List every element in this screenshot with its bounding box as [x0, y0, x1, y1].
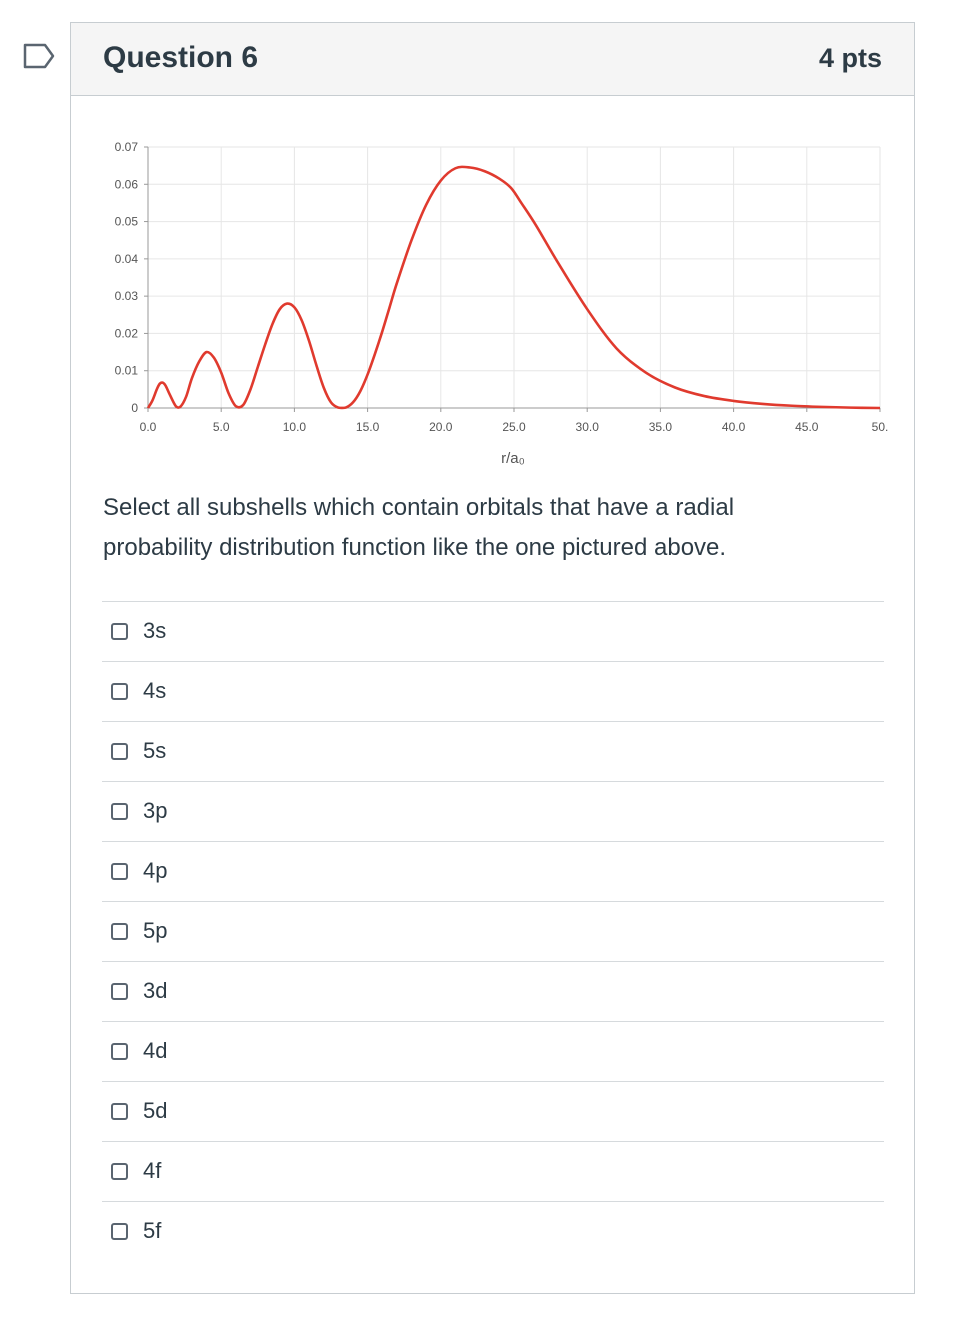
- x-tick-label: 5.0: [213, 420, 230, 434]
- answer-option[interactable]: 5s: [102, 721, 884, 781]
- answer-option[interactable]: 5p: [102, 901, 884, 961]
- answer-label[interactable]: 5s: [143, 738, 167, 763]
- x-tick-label: 25.0: [502, 420, 526, 434]
- x-tick-label: 15.0: [356, 420, 380, 434]
- answer-checkbox[interactable]: [111, 803, 128, 820]
- answer-option[interactable]: 3d: [102, 961, 884, 1021]
- y-tick-label: 0.05: [115, 215, 139, 229]
- answer-checkbox[interactable]: [111, 1043, 128, 1060]
- y-tick-label: 0.02: [115, 326, 139, 340]
- x-tick-label: 45.0: [795, 420, 819, 434]
- answer-checkbox[interactable]: [111, 623, 128, 640]
- answer-option[interactable]: 4p: [102, 841, 884, 901]
- answer-label[interactable]: 4d: [143, 1038, 168, 1063]
- x-tick-label: 30.0: [576, 420, 600, 434]
- y-tick-label: 0.04: [115, 252, 139, 266]
- answer-label[interactable]: 4f: [143, 1158, 162, 1183]
- answer-option[interactable]: 4d: [102, 1021, 884, 1081]
- question-header: Question 6 4 pts: [71, 23, 914, 96]
- y-tick-label: 0.06: [115, 177, 139, 191]
- radial-distribution-chart: 0.0 5.0 10.0 15.0 20.0 25.0 30.0 35.0 40.0 45.0 50…: [115, 140, 889, 467]
- answer-checkbox[interactable]: [111, 1223, 128, 1240]
- answer-checkbox[interactable]: [111, 983, 128, 1000]
- answer-checkbox[interactable]: [111, 1103, 128, 1120]
- answer-label[interactable]: 4p: [143, 858, 168, 883]
- answer-label[interactable]: 3d: [143, 978, 168, 1003]
- chart-points: [147, 167, 881, 409]
- y-tick-label: 0.03: [115, 289, 139, 303]
- answer-checkbox[interactable]: [111, 1163, 128, 1180]
- answer-option[interactable]: 4s: [102, 661, 884, 721]
- x-tick-label: 20.0: [429, 420, 453, 434]
- y-tick-label: 0: [131, 401, 138, 415]
- x-tick-label: 0.0: [140, 420, 157, 434]
- answer-option[interactable]: 3s: [102, 601, 884, 661]
- question-prompt: Select all subshells which contain orbit…: [103, 494, 735, 561]
- question-title: Question 6: [103, 41, 259, 74]
- question-card: Question 6 4 pts Select all subshells wh…: [70, 22, 915, 1294]
- answer-label[interactable]: 3p: [143, 798, 168, 823]
- answer-list: 3s 4s 5s 3p 4p 5p 3d 4d 5d 4f 5f: [102, 601, 884, 1261]
- chart-container: 0.0 5.0 10.0 15.0 20.0 25.0 30.0 35.0 40.0 45.0 50…: [0, 0, 968, 480]
- answer-checkbox[interactable]: [111, 863, 128, 880]
- x-tick-label: 35.0: [649, 420, 673, 434]
- answer-label[interactable]: 5p: [143, 918, 168, 943]
- x-axis-ticks: 0.0 5.0 10.0 15.0 20.0 25.0 30.0 35.0 40.0 45.0 50…: [140, 408, 889, 434]
- answer-label[interactable]: 4s: [143, 678, 167, 703]
- answer-option[interactable]: 4f: [102, 1141, 884, 1201]
- y-tick-label: 0.01: [115, 364, 139, 378]
- answer-checkbox[interactable]: [111, 743, 128, 760]
- y-axis-ticks: 0 0.01 0.02 0.03 0.04 0.05 0.06 0.07: [115, 140, 148, 415]
- answer-checkbox[interactable]: [111, 683, 128, 700]
- question-points: 4 pts: [818, 43, 882, 73]
- answer-option[interactable]: 5d: [102, 1081, 884, 1141]
- answer-option[interactable]: 3p: [102, 781, 884, 841]
- answer-label[interactable]: 5f: [143, 1218, 162, 1243]
- x-axis-label: r/a₀: [501, 450, 525, 467]
- x-tick-label: 40.0: [722, 420, 746, 434]
- answer-option[interactable]: 5f: [102, 1201, 884, 1261]
- x-tick-label: 10.0: [283, 420, 307, 434]
- bookmark-flag-icon[interactable]: [22, 42, 56, 70]
- answer-checkbox[interactable]: [111, 923, 128, 940]
- y-tick-label: 0.07: [115, 140, 139, 154]
- x-tick-label: 50.: [872, 420, 889, 434]
- answer-label[interactable]: 3s: [143, 618, 167, 643]
- answer-label[interactable]: 5d: [143, 1098, 168, 1123]
